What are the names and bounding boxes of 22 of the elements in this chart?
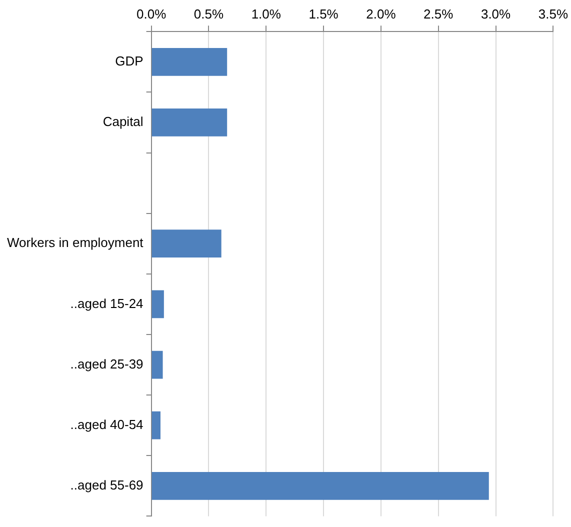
x-tick-label: 3.5%	[538, 6, 568, 22]
bar	[152, 411, 160, 440]
bar	[152, 230, 222, 258]
x-tick-label: 0.0%	[136, 6, 167, 22]
x-tick-label: 2.5%	[424, 6, 454, 22]
x-tick-label: 3.0%	[480, 6, 512, 22]
y-tick-label: ..aged 25-39	[70, 356, 144, 372]
bar	[152, 48, 228, 76]
y-tick-label: ..aged 40-54	[70, 416, 144, 432]
y-tick-label: Workers in employment	[6, 235, 144, 250]
bar	[152, 350, 163, 379]
y-tick-label: ..aged 15-24	[70, 296, 144, 311]
bar	[152, 290, 164, 318]
bar	[152, 108, 228, 136]
y-tick-label: ..aged 55-69	[70, 477, 144, 492]
x-tick-label: 0.5%	[194, 6, 224, 22]
x-tick-label: 2.0%	[366, 6, 396, 22]
y-tick-label: Capital	[102, 114, 144, 130]
x-tick-label: 1.0%	[251, 6, 282, 22]
x-tick-label: 1.5%	[308, 6, 339, 22]
y-tick-label: GDP	[115, 53, 144, 68]
bar	[152, 472, 489, 500]
